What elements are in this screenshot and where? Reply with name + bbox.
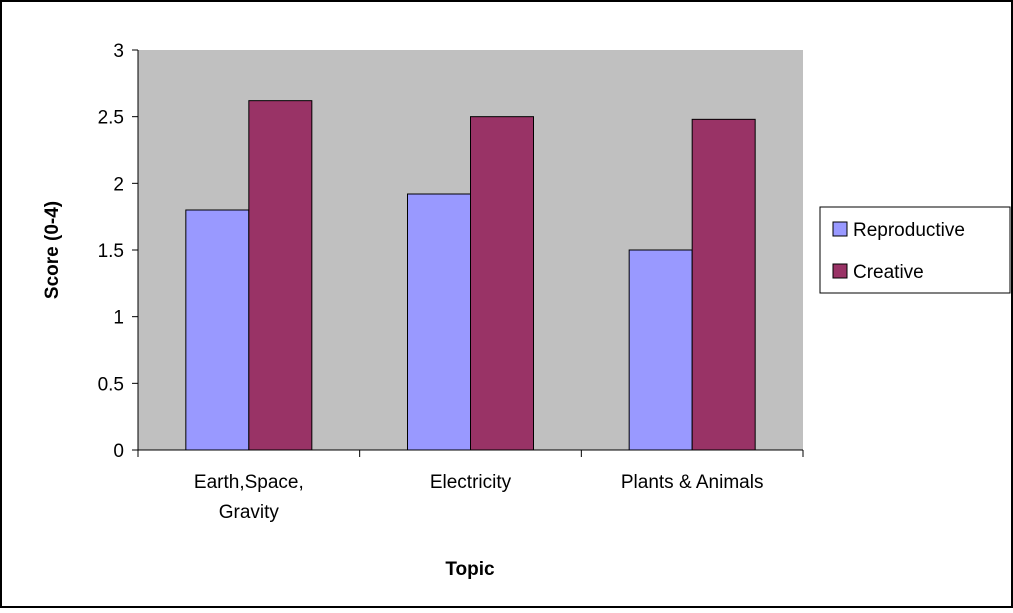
y-tick-label: 3 [113, 41, 124, 62]
bar-reproductive-0 [185, 209, 250, 451]
legend-box [819, 206, 1011, 294]
x-axis-title: Topic [445, 559, 495, 580]
y-ticks-group: 0 0.5 1 1.5 2 2.5 3 [98, 41, 138, 462]
bar-reproductive-1 [407, 193, 471, 451]
bar-creative-2 [691, 118, 756, 451]
x-tick-label: Earth,Space, Gravity [194, 472, 304, 523]
bars-group [185, 100, 756, 451]
legend-swatch-reproductive [832, 221, 848, 237]
y-tick-label: 0 [113, 441, 124, 462]
y-tick-label: 1 [113, 308, 124, 329]
y-axis-title: Score (0-4) [42, 201, 63, 299]
bar-reproductive-2 [628, 249, 693, 451]
y-tick-label: 1.5 [98, 241, 124, 262]
y-tick-label: 2 [113, 174, 124, 195]
y-tick-label: 0.5 [98, 374, 124, 395]
legend: Reproductive Creative [819, 206, 1011, 294]
legend-swatch-creative [832, 263, 848, 279]
bar-creative-0 [248, 100, 313, 451]
x-tick-label: Electricity [430, 472, 512, 493]
x-ticks-group: Earth,Space, Gravity Electricity Plants & A… [137, 450, 804, 523]
x-tick-label: Plants & Animals [621, 472, 764, 493]
y-tick-label: 2.5 [98, 108, 124, 129]
legend-label-creative: Creative [853, 262, 924, 283]
legend-label-reproductive: Reproductive [853, 220, 965, 241]
bar-creative-1 [470, 116, 534, 451]
